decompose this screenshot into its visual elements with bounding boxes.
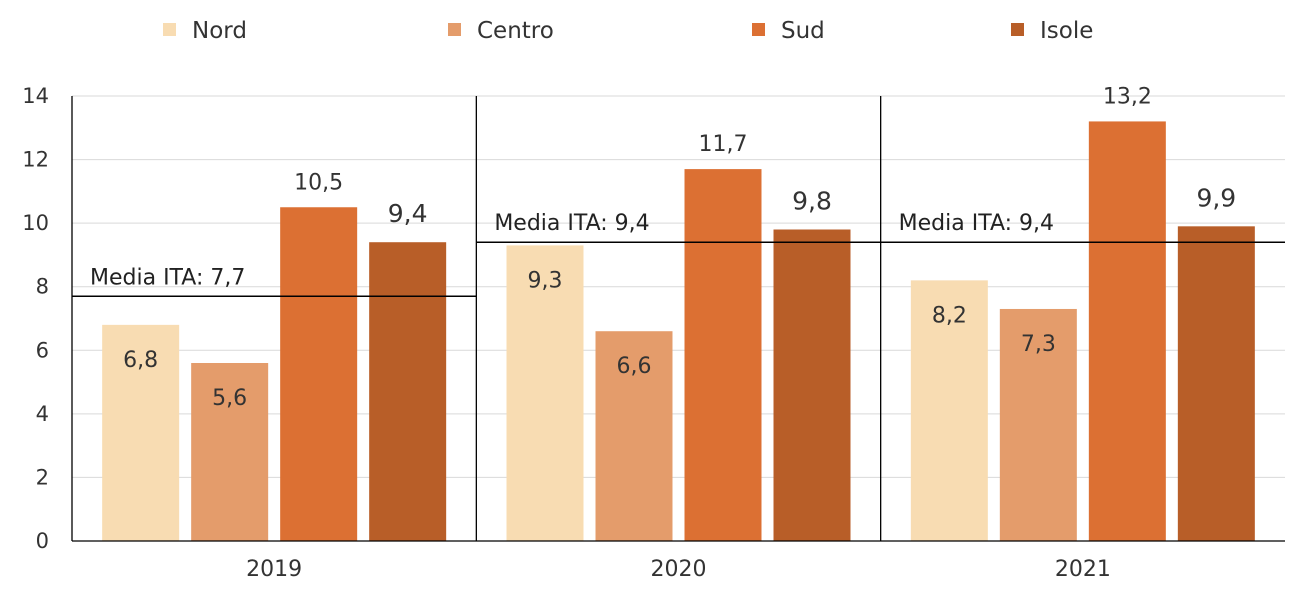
bar-isole-2019 <box>369 242 447 541</box>
data-label: 9,3 <box>528 268 563 293</box>
x-category-label: 2020 <box>651 557 707 582</box>
y-tick-label: 6 <box>36 338 49 362</box>
bar-centro-2021 <box>999 308 1077 541</box>
legend-label-isole: Isole <box>1040 18 1093 44</box>
y-tick-label: 8 <box>36 275 49 299</box>
data-label: 13,2 <box>1103 84 1152 109</box>
legend-swatch-centro <box>448 23 461 36</box>
y-tick-label: 14 <box>22 84 49 108</box>
x-category-label: 2021 <box>1055 557 1111 582</box>
data-label: 11,7 <box>699 132 748 157</box>
data-label: 7,3 <box>1021 332 1056 357</box>
legend-swatch-sud <box>752 23 765 36</box>
bar-isole-2021 <box>1177 226 1255 542</box>
data-label: 9,4 <box>388 199 428 228</box>
x-axis: 2019 2020 2021 <box>246 557 1111 582</box>
y-tick-label: 4 <box>36 402 49 426</box>
legend-label-nord: Nord <box>192 18 247 44</box>
legend-swatch-isole <box>1011 23 1024 36</box>
data-label: 10,5 <box>294 170 343 195</box>
bar-nord-2021 <box>910 280 988 541</box>
data-label: 5,6 <box>212 386 247 411</box>
bar-sud-2021 <box>1088 121 1166 541</box>
y-tick-label: 0 <box>36 529 49 553</box>
bar-isole-2020 <box>773 229 851 541</box>
y-tick-label: 2 <box>36 465 49 489</box>
data-label: 9,9 <box>1196 183 1236 212</box>
bar-sud-2019 <box>280 207 358 541</box>
bar-sud-2020 <box>684 169 762 541</box>
data-label: 8,2 <box>932 303 967 328</box>
legend-label-centro: Centro <box>477 18 554 44</box>
legend: Nord Centro Sud Isole <box>163 18 1093 44</box>
average-label: Media ITA: 9,4 <box>494 211 649 236</box>
data-label: 6,6 <box>617 354 652 379</box>
y-tick-label: 10 <box>22 211 49 235</box>
data-label: 6,8 <box>123 348 158 373</box>
y-axis: 0 2 4 6 8 10 12 14 <box>22 84 49 553</box>
average-label: Media ITA: 9,4 <box>899 211 1054 236</box>
gridlines <box>72 95 1285 478</box>
year-panels: Media ITA: 7,7 Media ITA: 9,4 Media ITA: 9… <box>71 96 1285 542</box>
bar-centro-2019 <box>191 363 269 541</box>
bar-nord-2020 <box>506 245 584 541</box>
legend-label-sud: Sud <box>781 18 825 44</box>
data-label: 9,8 <box>792 187 832 216</box>
legend-swatch-nord <box>163 23 176 36</box>
bar-nord-2019 <box>102 324 180 541</box>
y-tick-label: 12 <box>22 148 49 172</box>
x-category-label: 2019 <box>246 557 302 582</box>
bars: 6,8 5,6 10,5 9,4 9,3 6,6 11,7 9,8 8,2 7,3 13,2 9,9 <box>102 84 1255 542</box>
bar-centro-2020 <box>595 331 673 541</box>
average-label: Media ITA: 7,7 <box>90 265 245 290</box>
